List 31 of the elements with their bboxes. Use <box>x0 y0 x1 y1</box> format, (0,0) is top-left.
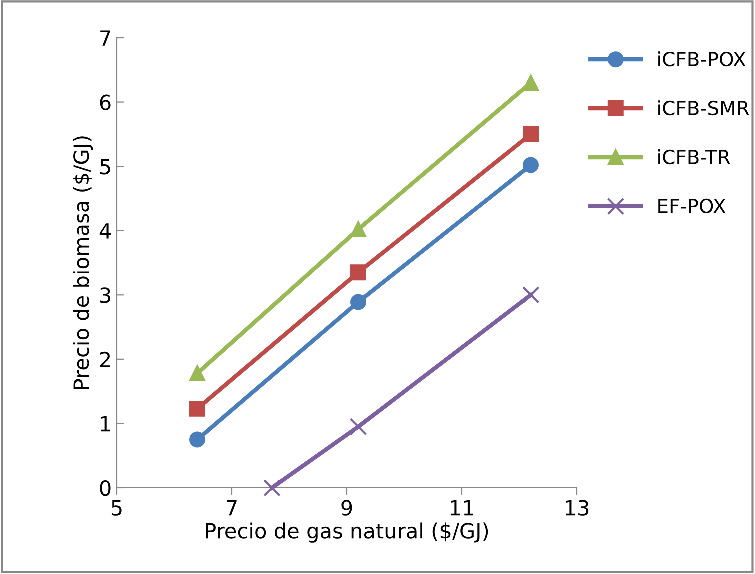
point <box>190 432 206 448</box>
x-tick-label: 9 <box>342 500 352 516</box>
point <box>190 400 206 417</box>
y-tick-label: 7 <box>100 30 110 46</box>
legend-label: iCFB-TR <box>658 150 730 165</box>
y-tick-label: 5 <box>100 159 110 175</box>
y-tick-label: 2 <box>100 352 110 368</box>
x-tick-label: 11 <box>451 500 474 516</box>
point <box>350 418 368 436</box>
point <box>523 157 539 174</box>
point <box>350 264 366 281</box>
point <box>523 75 539 91</box>
point <box>264 479 281 497</box>
y-tick-label: 6 <box>100 94 111 110</box>
y-tick-label: 4 <box>100 224 111 239</box>
point <box>523 126 539 142</box>
y-tick-label: 0 <box>100 480 111 496</box>
x-axis-title: Precio de gas natural ($/GJ) <box>206 522 488 543</box>
y-tick-label: 1 <box>101 416 110 432</box>
point <box>350 294 366 310</box>
y-axis-title: Precio de biomasa ($/GJ) <box>73 136 94 390</box>
legend-label: EF-POX <box>658 198 726 214</box>
point <box>350 222 366 238</box>
x-tick-label: 7 <box>227 500 237 516</box>
y-tick-label: 3 <box>100 288 110 304</box>
point <box>190 366 206 382</box>
x-tick-label: 5 <box>112 500 122 516</box>
legend-label: iCFB-POX <box>658 52 746 67</box>
legend-label: iCFB-SMR <box>658 100 750 116</box>
x-tick-label: 13 <box>566 500 589 516</box>
point <box>522 286 540 304</box>
